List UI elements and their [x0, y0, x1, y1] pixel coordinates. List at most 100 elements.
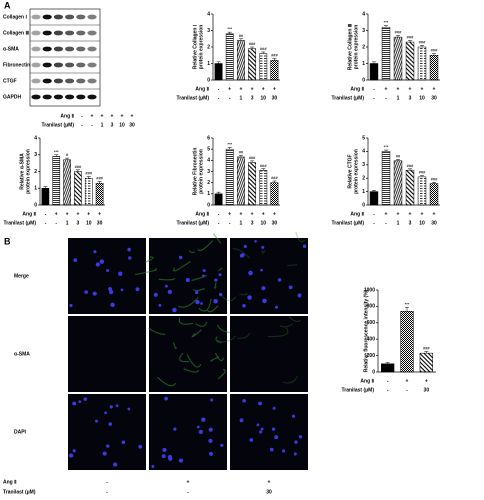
- significance-label: ***: [384, 144, 389, 149]
- nucleus: [218, 273, 222, 277]
- y-axis-label: protein expression: [198, 25, 204, 70]
- nucleus: [208, 438, 213, 444]
- nucleus: [167, 289, 173, 295]
- nucleus: [168, 456, 173, 461]
- nucleus: [239, 253, 244, 258]
- condition-value: +: [111, 113, 114, 119]
- nucleus: [256, 423, 260, 427]
- bar: [393, 36, 403, 81]
- bar: [429, 183, 439, 206]
- fiber: [207, 305, 219, 313]
- x-row-value: +: [406, 378, 409, 384]
- nucleus: [195, 299, 200, 305]
- x-row-value: -: [229, 95, 231, 101]
- nucleus: [200, 302, 203, 305]
- blot-band: [31, 62, 41, 68]
- x-row-value: 10: [419, 95, 425, 101]
- nucleus: [282, 449, 286, 453]
- nucleus: [198, 429, 203, 435]
- nucleus: [208, 451, 214, 456]
- y-axis-label: protein expression: [25, 149, 31, 194]
- bar: [52, 156, 61, 206]
- x-row-value: +: [409, 86, 412, 92]
- fiber: [210, 356, 220, 362]
- fiber: [283, 375, 299, 384]
- bar: [400, 311, 414, 373]
- nucleus: [271, 427, 276, 431]
- nucleus: [113, 462, 118, 467]
- nucleus: [195, 290, 199, 295]
- y-axis-label: protein expression: [353, 149, 359, 194]
- significance-label: ***: [227, 142, 232, 147]
- nucleus: [202, 269, 206, 273]
- fiber: [214, 282, 217, 289]
- micrograph: [230, 238, 308, 314]
- error-bar: [261, 51, 266, 54]
- fiber: [191, 274, 208, 282]
- micrograph: [68, 394, 146, 470]
- x-row-label: Tranilast (μM): [176, 220, 209, 226]
- condition-label: Tranilast (μM): [3, 489, 36, 495]
- error-bar: [396, 159, 400, 161]
- nucleus: [254, 239, 257, 243]
- micrograph-row-label: DAPI: [14, 429, 27, 435]
- error-bar: [75, 169, 80, 172]
- nucleus: [110, 302, 115, 308]
- error-bar: [97, 181, 102, 184]
- bar: [248, 162, 257, 206]
- blot-label: Collagen Ⅰ: [3, 13, 28, 20]
- x-row-label: Tranilast (μM): [176, 95, 209, 101]
- condition-value: 10: [119, 122, 125, 128]
- blot-label: Fibronectin: [3, 62, 30, 68]
- blot-band: [65, 78, 75, 84]
- error-bar: [238, 38, 243, 41]
- fiber: [157, 376, 177, 387]
- error-bar: [405, 306, 409, 312]
- blot-band: [76, 46, 86, 52]
- fiber: [186, 354, 202, 368]
- nucleus: [272, 406, 276, 410]
- y-tick-label: 0: [34, 202, 37, 208]
- error-bar: [272, 58, 277, 61]
- error-bar: [250, 160, 255, 163]
- x-row-value: +: [433, 211, 436, 217]
- y-axis-label: Relative Collagen Ⅰ: [191, 24, 198, 69]
- fiber: [219, 292, 237, 302]
- error-bar: [238, 155, 243, 157]
- x-row-value: -: [385, 220, 387, 226]
- blot-band: [65, 62, 75, 68]
- x-row-value: +: [421, 211, 424, 217]
- y-tick-label: 0: [207, 202, 210, 208]
- bar: [74, 171, 82, 206]
- y-tick-label: 0: [362, 77, 365, 83]
- fiber: [191, 329, 202, 338]
- nucleus: [135, 287, 140, 292]
- condition-value: 30: [266, 489, 272, 495]
- x-row-value: -: [55, 220, 57, 226]
- x-row-value: +: [262, 211, 265, 217]
- nucleus: [158, 303, 162, 307]
- nucleus: [108, 289, 114, 295]
- nucleus: [202, 274, 205, 278]
- bar: [405, 169, 415, 206]
- error-bar: [385, 362, 390, 364]
- x-row-value: 30: [431, 95, 437, 101]
- blot-label: Collagen Ⅲ: [3, 29, 30, 36]
- fiber: [192, 287, 206, 292]
- blot-label: CTGF: [3, 78, 17, 84]
- nucleus: [239, 418, 244, 423]
- significance-label: ###: [85, 171, 92, 176]
- x-row-label: Tranilast (μM): [341, 387, 374, 393]
- blot-band: [53, 30, 64, 36]
- nucleus: [83, 397, 88, 401]
- nucleus: [261, 286, 266, 291]
- micrograph: [149, 316, 227, 392]
- y-tick-label: 0: [372, 369, 375, 375]
- x-row-value: 3: [409, 95, 412, 101]
- blot-band: [53, 94, 64, 100]
- blot-band: [65, 94, 75, 100]
- y-tick-label: 2: [34, 169, 37, 175]
- y-tick-label: 1: [207, 61, 210, 67]
- error-bar: [384, 149, 388, 152]
